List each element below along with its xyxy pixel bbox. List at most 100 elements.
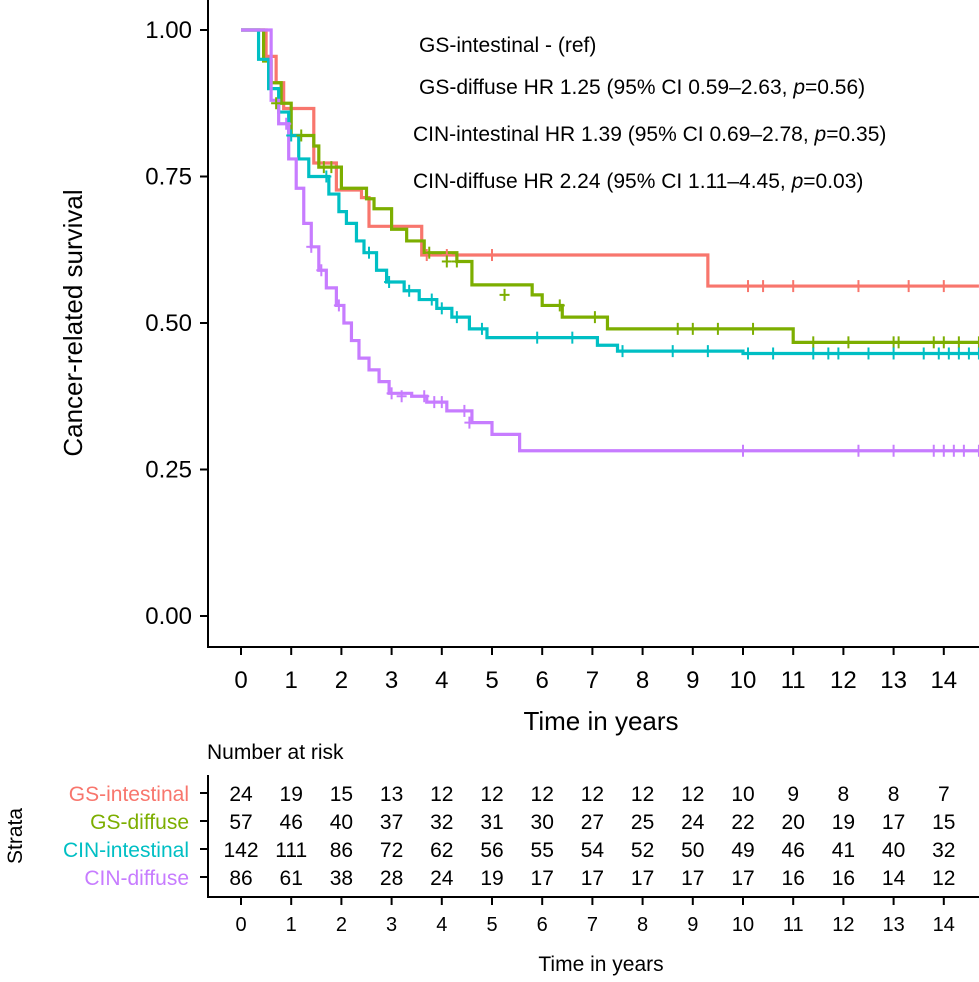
risk-count: 12	[430, 783, 453, 806]
y-axis-title: Cancer-related survival	[58, 189, 88, 456]
censor-mark-gs-intestinal	[743, 280, 754, 293]
risk-x-tick-label: 4	[436, 914, 447, 936]
censor-mark-cin-intestinal	[532, 331, 543, 344]
risk-count: 28	[380, 867, 403, 890]
risk-count: 17	[731, 867, 754, 890]
censor-mark-cin-intestinal	[476, 322, 487, 335]
risk-count: 20	[782, 811, 805, 834]
risk-x-tick-label: 12	[832, 914, 854, 936]
x-axis-ticks: 0 1 2 3 4 5 6 7 8 9 10 11 12 13 14	[234, 647, 957, 694]
risk-row-gs-diffuse: GS-diffuse 57 46 40 37 32 31 30 27 25 24 22 20 19 17 15	[90, 811, 955, 834]
censor-mark-cin-diffuse	[973, 444, 979, 457]
risk-count: 40	[882, 839, 905, 862]
censor-mark-cin-intestinal	[933, 347, 944, 360]
censor-mark-cin-intestinal	[436, 302, 447, 315]
censor-mark-cin-diffuse	[958, 444, 969, 457]
risk-x-axis-title: Time in years	[538, 953, 663, 976]
censor-mark-gs-intestinal	[487, 249, 497, 262]
risk-count: 15	[932, 811, 955, 834]
censor-mark-cin-intestinal	[426, 293, 437, 306]
risk-count: 40	[330, 811, 353, 834]
censor-mark-cin-diffuse	[738, 444, 748, 457]
censor-mark-cin-intestinal	[667, 345, 678, 358]
risk-count: 52	[631, 839, 654, 862]
censor-mark-cin-intestinal	[888, 347, 899, 360]
x-tick-label: 1	[285, 667, 298, 694]
censor-mark-gs-diffuse	[808, 336, 819, 349]
censor-mark-cin-diffuse	[306, 240, 317, 253]
censor-mark-cin-diffuse	[396, 390, 407, 403]
censor-mark-cin-intestinal	[823, 347, 834, 360]
risk-count: 8	[838, 783, 850, 806]
risk-count: 12	[681, 783, 704, 806]
censor-mark-cin-intestinal	[404, 284, 415, 297]
strata-label: GS-diffuse	[90, 811, 189, 834]
risk-count: 9	[787, 783, 799, 806]
x-tick-label: 9	[686, 667, 699, 694]
risk-count: 12	[531, 783, 554, 806]
risk-x-tick-label: 6	[537, 914, 548, 936]
censor-mark-cin-intestinal	[321, 170, 332, 183]
risk-x-tick-label: 0	[235, 914, 246, 936]
censor-mark-cin-intestinal	[973, 347, 979, 360]
censor-mark-cin-diffuse	[386, 387, 397, 400]
risk-count: 46	[280, 811, 303, 834]
x-axis-title: Time in years	[523, 706, 678, 736]
censor-mark-cin-intestinal	[702, 345, 713, 358]
strata-label: GS-intestinal	[69, 783, 189, 806]
censor-mark-gs-diffuse	[712, 322, 723, 335]
risk-count: 24	[681, 811, 705, 834]
risk-count: 19	[280, 783, 303, 806]
strata-label: CIN-intestinal	[63, 839, 189, 862]
risk-count: 30	[531, 811, 554, 834]
censor-mark-cin-intestinal	[863, 347, 874, 360]
x-tick-label: 11	[781, 667, 806, 694]
risk-x-tick-label: 7	[587, 914, 598, 936]
risk-count: 38	[330, 867, 353, 890]
hr-annotations: GS-intestinal - (ref) GS-diffuse HR 1.25 …	[413, 34, 886, 193]
censor-mark-cin-intestinal	[617, 345, 628, 358]
risk-x-tick-label: 1	[286, 914, 297, 936]
main-plot: 0.000.250.500.751.00 0 1 2 3 4 5 6 7 8 9 10 11 12 13 1…	[58, 0, 979, 736]
censor-mark-gs-diffuse	[326, 161, 337, 174]
censor-layer	[271, 97, 979, 457]
y-tick-label: 0.25	[145, 457, 192, 484]
risk-count: 32	[430, 811, 453, 834]
censor-mark-cin-intestinal	[743, 347, 754, 360]
risk-count: 14	[882, 867, 906, 890]
risk-count: 10	[731, 783, 754, 806]
censor-mark-gs-diffuse	[499, 288, 510, 301]
risk-count: 19	[832, 811, 855, 834]
risk-count: 22	[731, 811, 754, 834]
censor-mark-cin-diffuse	[938, 444, 949, 457]
risk-count: 13	[380, 783, 403, 806]
censor-mark-cin-diffuse	[948, 444, 959, 457]
risk-x-tick-label: 11	[783, 914, 804, 936]
censor-mark-cin-diffuse	[459, 404, 470, 417]
risk-count: 8	[888, 783, 900, 806]
censor-mark-cin-diffuse	[333, 299, 344, 312]
risk-count: 24	[430, 867, 454, 890]
censor-mark-gs-diffuse	[893, 336, 904, 349]
risk-table: Number at risk Strata GS-intestinal 24 19 1…	[4, 741, 979, 976]
censor-mark-cin-intestinal	[808, 347, 819, 360]
hr-annotation: CIN-diffuse HR 2.24 (95% CI 1.11–4.45, p…	[413, 170, 863, 193]
risk-x-tick-label: 14	[933, 914, 955, 936]
censor-mark-gs-diffuse	[589, 311, 600, 324]
censor-mark-gs-intestinal	[938, 280, 949, 293]
x-tick-label: 12	[830, 667, 857, 694]
censor-mark-gs-intestinal	[853, 280, 864, 293]
censor-mark-cin-intestinal	[364, 246, 375, 259]
censor-mark-gs-diffuse	[748, 322, 759, 335]
risk-x-tick-label: 3	[386, 914, 397, 936]
censor-mark-gs-diffuse	[843, 336, 854, 349]
risk-count: 56	[480, 839, 503, 862]
x-tick-label: 3	[385, 667, 398, 694]
hr-annotation: GS-intestinal - (ref)	[419, 34, 596, 57]
censor-mark-gs-diffuse	[672, 322, 683, 335]
strata-label: CIN-diffuse	[84, 867, 189, 890]
risk-row-gs-intestinal: GS-intestinal 24 19 15 13 12 12 12 12 12 12 10 9 8 8 7	[69, 783, 950, 806]
censor-mark-cin-diffuse	[853, 444, 864, 457]
risk-count: 27	[581, 811, 604, 834]
risk-count: 17	[882, 811, 905, 834]
